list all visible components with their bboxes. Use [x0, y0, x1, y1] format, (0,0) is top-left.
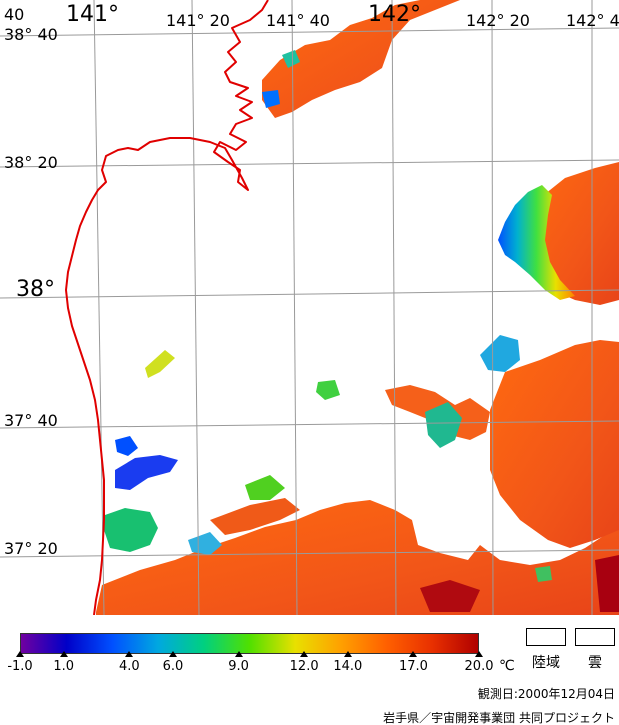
scale-tick-label: 20.0 [464, 659, 494, 674]
land-swatch [526, 628, 566, 646]
scale-tick-mark [475, 651, 483, 657]
scale-tick-label: 4.0 [118, 659, 140, 674]
land-label: 陸域 [532, 655, 560, 671]
cool-patch-green-2 [245, 475, 285, 500]
gridline-lon-142 [391, 0, 397, 615]
temperature-unit: ℃ [499, 658, 515, 674]
cool-patch-west-2 [104, 508, 158, 552]
gridline-lon-141 [93, 0, 105, 615]
scale-tick-label: -1.0 [7, 659, 33, 674]
cool-patch-north-green [282, 50, 300, 68]
cool-patch-mid [425, 402, 462, 448]
gridline-lon-141-20 [191, 0, 200, 615]
lat-label-37-40: 37° 40 [4, 411, 58, 430]
scale-tick-mark [343, 651, 352, 657]
warm-water-north [262, 0, 460, 118]
project-credit: 岩手県／宇宙開発事業団 共同プロジェクト [383, 711, 615, 725]
cloud-swatch [575, 628, 615, 646]
gridline-lat-38-40 [0, 27, 619, 37]
cool-patch-north-blue [262, 90, 280, 108]
scale-tick-label: 9.0 [228, 659, 249, 674]
graticule [0, 0, 619, 615]
lon-label-142: 142° [368, 2, 421, 27]
scale-tick-label: 6.0 [162, 659, 184, 674]
warm-water-east [490, 340, 619, 548]
cool-patch-green-1 [316, 380, 340, 400]
lon-label-142-40: 142° 4 [566, 11, 619, 30]
cool-patch-west-1 [115, 455, 178, 490]
gridline-lat-38-20 [0, 159, 619, 168]
cool-patch-west-4 [188, 532, 222, 555]
sea-surface-temperature-map [0, 0, 619, 615]
warm-patch-se-dark [420, 580, 480, 612]
gridline-lat-38 [0, 289, 619, 299]
lat-label-38-40: 38° 40 [4, 25, 58, 44]
lat-label-37-20: 37° 20 [4, 539, 58, 558]
gridline-lon-142-20 [491, 0, 494, 615]
scale-tick-label: 1.0 [53, 659, 75, 674]
scale-tick-mark [169, 651, 177, 657]
gridline-lat-37-40 [0, 420, 619, 429]
cool-patch-right [480, 335, 520, 372]
lat-label-38-20: 38° 20 [4, 153, 58, 172]
warm-water-south [96, 500, 619, 615]
scale-tick-label: 17.0 [398, 659, 428, 674]
cool-front-northeast [498, 185, 575, 300]
scale-tick-mark [234, 651, 243, 657]
lat-label-38: 38° [16, 277, 55, 302]
lon-label-140-40: 40 [4, 5, 25, 24]
lon-label-141-40: 141° 40 [266, 11, 330, 30]
warm-patch-se-dark-2 [595, 555, 619, 612]
scale-tick-mark [125, 651, 134, 657]
lon-label-141-20: 141° 20 [166, 11, 230, 30]
warm-water-regions [96, 0, 619, 615]
scale-tick-mark [409, 651, 418, 657]
scale-tick-label: 12.0 [289, 659, 319, 674]
scale-tick-mark [16, 651, 24, 657]
cool-patch-yellow [145, 350, 175, 378]
observation-date: 観測日:2000年12月04日 [477, 687, 615, 701]
warm-water-lower-patch [210, 498, 300, 535]
cool-patch-west-3 [115, 436, 138, 456]
gridline-lon-141-40 [291, 0, 298, 615]
scale-tick-label: 14.0 [333, 659, 363, 674]
lon-label-142-20: 142° 20 [466, 11, 530, 30]
lon-label-141: 141° [66, 2, 119, 27]
temperature-color-scale [20, 633, 479, 654]
cool-water-regions [104, 50, 619, 612]
cool-patch-se-green [535, 566, 552, 582]
scale-tick-mark [300, 651, 309, 657]
scale-tick-mark [59, 651, 68, 657]
cloud-label: 雲 [588, 655, 602, 671]
coastline [65, 0, 269, 615]
